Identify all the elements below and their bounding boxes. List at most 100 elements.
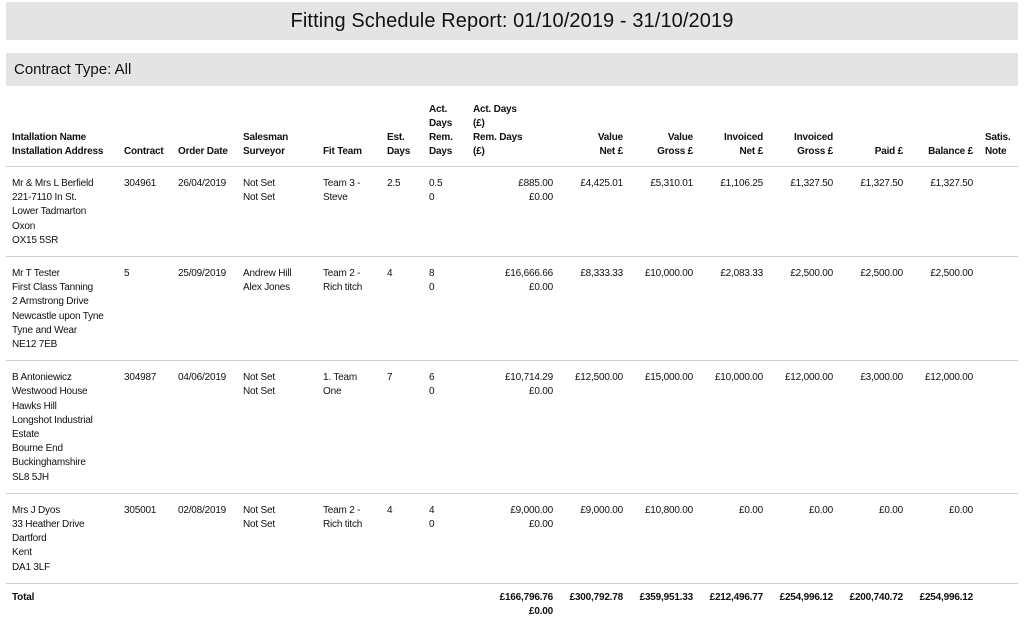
- total-empty-cell: [979, 583, 1018, 627]
- cell-contract: 304987: [118, 360, 172, 494]
- cell-installation: Mr & Mrs L Berfield 221-7110 In St. Lowe…: [6, 166, 118, 258]
- cell-installation: Mr T Tester First Class Tanning 2 Armstr…: [6, 256, 118, 362]
- cell-act-value: £9,000.00 £0.00: [467, 493, 559, 584]
- table-row: Mr & Mrs L Berfield 221-7110 In St. Lowe…: [6, 166, 1018, 258]
- contract-type-bar: Contract Type: All: [6, 53, 1018, 86]
- col-header-invoiced-net: Invoiced Net £: [699, 103, 769, 167]
- col-header-invoiced-gross: Invoiced Gross £: [769, 103, 839, 167]
- cell-salesman: Not Set Not Set: [237, 360, 317, 494]
- col-header-fit-team: Fit Team: [317, 103, 381, 167]
- report-title: Fitting Schedule Report: 01/10/2019 - 31…: [290, 9, 734, 32]
- cell-invoiced-net: £2,083.33: [699, 256, 769, 362]
- total-invoiced-net: £212,496.77: [709, 591, 764, 603]
- cell-satis: [979, 166, 1018, 258]
- cell-fit-team: Team 2 - Rich titch: [317, 256, 381, 362]
- cell-act-days: 8 0: [423, 256, 467, 362]
- cell-installation: B Antoniewicz Westwood House Hawks Hill …: [6, 360, 118, 494]
- cell-est-days: 2.5: [381, 166, 423, 258]
- total-empty-cell: [381, 583, 423, 627]
- contract-type-label: Contract Type: All: [14, 61, 132, 78]
- cell-act-value: £10,714.29 £0.00: [467, 360, 559, 494]
- cell-invoiced-net: £1,106.25: [699, 166, 769, 258]
- table-row: B Antoniewicz Westwood House Hawks Hill …: [6, 360, 1018, 494]
- cell-value-gross: £10,800.00: [629, 493, 699, 584]
- table-header-row: Intallation Name Installation Address Co…: [6, 103, 1018, 167]
- cell-est-days: 7: [381, 360, 423, 494]
- col-header-value-gross: Value Gross £: [629, 103, 699, 167]
- total-value-gross: £359,951.33: [639, 591, 694, 603]
- cell-fit-team: 1. Team One: [317, 360, 381, 494]
- cell-contract: 305001: [118, 493, 172, 584]
- col-header-balance: Balance £: [909, 103, 979, 167]
- cell-value-net: £4,425.01: [559, 166, 629, 258]
- col-header-order-date: Order Date: [172, 103, 237, 167]
- col-header-act-value: Act. Days (£) Rem. Days (£): [467, 103, 559, 167]
- total-empty-cell: [118, 583, 172, 627]
- cell-invoiced-net: £0.00: [699, 493, 769, 584]
- cell-balance: £0.00: [909, 493, 979, 584]
- cell-value-net: £12,500.00: [559, 360, 629, 494]
- cell-value-gross: £15,000.00: [629, 360, 699, 494]
- col-header-paid: Paid £: [839, 103, 909, 167]
- cell-satis: [979, 256, 1018, 362]
- total-balance: £254,996.12: [919, 591, 974, 603]
- col-header-contract: Contract: [118, 103, 172, 167]
- cell-fit-team: Team 2 - Rich titch: [317, 493, 381, 584]
- total-row: Total £166,796.76 £0.00 £300,792.78 £359…: [6, 583, 1018, 627]
- total-empty-cell: [237, 583, 317, 627]
- cell-contract: 304961: [118, 166, 172, 258]
- cell-act-days: 0.5 0: [423, 166, 467, 258]
- cell-act-days: 6 0: [423, 360, 467, 494]
- cell-est-days: 4: [381, 493, 423, 584]
- cell-salesman: Not Set Not Set: [237, 166, 317, 258]
- cell-act-days: 4 0: [423, 493, 467, 584]
- cell-paid: £1,327.50: [839, 166, 909, 258]
- cell-est-days: 4: [381, 256, 423, 362]
- total-empty-cell: [317, 583, 381, 627]
- col-header-act-days: Act. Days Rem. Days: [423, 103, 467, 167]
- cell-satis: [979, 360, 1018, 494]
- cell-invoiced-gross: £0.00: [769, 493, 839, 584]
- col-header-value-net: Value Net £: [559, 103, 629, 167]
- cell-salesman: Not Set Not Set: [237, 493, 317, 584]
- total-paid: £200,740.72: [849, 591, 904, 603]
- cell-order-date: 25/09/2019: [172, 256, 237, 362]
- cell-invoiced-gross: £2,500.00: [769, 256, 839, 362]
- cell-value-gross: £5,310.01: [629, 166, 699, 258]
- total-value-net: £300,792.78: [569, 591, 624, 603]
- table-row: Mrs J Dyos 33 Heather Drive Dartford Ken…: [6, 493, 1018, 584]
- cell-contract: 5: [118, 256, 172, 362]
- cell-order-date: 02/08/2019: [172, 493, 237, 584]
- table-row: Mr T Tester First Class Tanning 2 Armstr…: [6, 256, 1018, 362]
- total-empty-cell: [423, 583, 467, 627]
- cell-balance: £1,327.50: [909, 166, 979, 258]
- cell-value-gross: £10,000.00: [629, 256, 699, 362]
- total-invoiced-gross: £254,996.12: [779, 591, 834, 603]
- cell-paid: £0.00: [839, 493, 909, 584]
- col-header-satis: Satis. Note: [979, 103, 1018, 167]
- cell-order-date: 04/06/2019: [172, 360, 237, 494]
- cell-installation: Mrs J Dyos 33 Heather Drive Dartford Ken…: [6, 493, 118, 584]
- col-header-salesman: Salesman Surveyor: [237, 103, 317, 167]
- total-empty-cell: [172, 583, 237, 627]
- cell-salesman: Andrew Hill Alex Jones: [237, 256, 317, 362]
- total-act-value: £166,796.76 £0.00: [499, 591, 554, 618]
- report-title-bar: Fitting Schedule Report: 01/10/2019 - 31…: [6, 2, 1018, 40]
- cell-balance: £2,500.00: [909, 256, 979, 362]
- col-header-installation: Intallation Name Installation Address: [6, 103, 118, 167]
- cell-invoiced-net: £10,000.00: [699, 360, 769, 494]
- cell-invoiced-gross: £1,327.50: [769, 166, 839, 258]
- fitting-schedule-table: Intallation Name Installation Address Co…: [6, 103, 1018, 627]
- cell-fit-team: Team 3 - Steve: [317, 166, 381, 258]
- cell-paid: £3,000.00: [839, 360, 909, 494]
- cell-satis: [979, 493, 1018, 584]
- cell-value-net: £9,000.00: [559, 493, 629, 584]
- cell-order-date: 26/04/2019: [172, 166, 237, 258]
- cell-act-value: £16,666.66 £0.00: [467, 256, 559, 362]
- total-label: Total: [12, 591, 35, 603]
- cell-invoiced-gross: £12,000.00: [769, 360, 839, 494]
- cell-balance: £12,000.00: [909, 360, 979, 494]
- cell-act-value: £885.00 £0.00: [467, 166, 559, 258]
- col-header-est-days: Est. Days: [381, 103, 423, 167]
- cell-paid: £2,500.00: [839, 256, 909, 362]
